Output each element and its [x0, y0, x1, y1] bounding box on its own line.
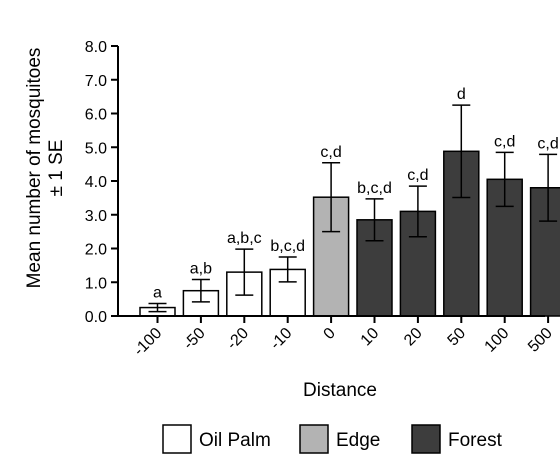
legend: Oil Palm Edge Forest	[162, 424, 503, 454]
x-axis: -100 -50 -20 -10 0 10 20 50 100 500	[118, 315, 556, 360]
y-tick-label-0.0: 0.0	[85, 309, 107, 326]
y-tick-label-6.0: 6.0	[85, 107, 107, 124]
x-tick-label--10: -10	[267, 325, 295, 353]
significance-label-100: c,d	[494, 133, 515, 150]
significance-label-20: c,d	[407, 167, 428, 184]
y-tick-label-1.0: 1.0	[85, 275, 107, 292]
x-tick-label--100: -100	[131, 325, 166, 360]
x-tick-label-0: 0	[321, 325, 339, 343]
significance-label-0: c,d	[320, 144, 341, 161]
y-tick-label-5.0: 5.0	[85, 140, 107, 157]
significance-label-10: b,c,d	[357, 180, 392, 197]
y-axis: 0.0 1.0 2.0 3.0 4.0 5.0 6.0 7.0 8.0	[85, 39, 119, 326]
legend-swatch-edge	[299, 424, 329, 454]
y-axis-title-line2: ± 1 SE	[46, 140, 67, 197]
x-tick-label-10: 10	[358, 325, 383, 350]
significance-label-500: c,d	[537, 135, 558, 152]
error-bars-group	[148, 104, 558, 313]
x-tick-label--50: -50	[180, 325, 208, 353]
legend-swatch-oil-palm	[162, 424, 192, 454]
x-tick-label-50: 50	[445, 325, 470, 350]
significance-label--20: a,b,c	[227, 230, 262, 247]
significance-label-50: d	[457, 86, 466, 103]
significance-label--100: a	[153, 285, 162, 302]
x-tick-label-500: 500	[525, 325, 556, 356]
y-tick-label-2.0: 2.0	[85, 242, 107, 259]
y-tick-label-8.0: 8.0	[85, 39, 107, 56]
significance-label--10: b,c,d	[270, 238, 305, 255]
y-tick-label-4.0: 4.0	[85, 174, 107, 191]
y-tick-label-3.0: 3.0	[85, 208, 107, 225]
x-axis-title: Distance	[303, 380, 377, 401]
bar-500	[529, 187, 560, 317]
legend-label-oil-palm: Oil Palm	[199, 430, 271, 451]
x-tick-label-20: 20	[401, 325, 426, 350]
significance-label--50: a,b	[190, 261, 212, 278]
x-tick-label-100: 100	[482, 325, 513, 356]
significance-labels-group: a a,b a,b,c b,c,d c,d b,c,d c,d d c,d c,d	[153, 86, 559, 301]
legend-swatch-forest	[411, 424, 441, 454]
y-tick-label-7.0: 7.0	[85, 73, 107, 90]
x-tick-label--20: -20	[224, 325, 252, 353]
legend-label-forest: Forest	[448, 430, 503, 451]
legend-label-edge: Edge	[336, 430, 380, 451]
y-axis-title: Mean number of mosquitoes	[24, 48, 45, 289]
bars-group	[139, 150, 560, 317]
